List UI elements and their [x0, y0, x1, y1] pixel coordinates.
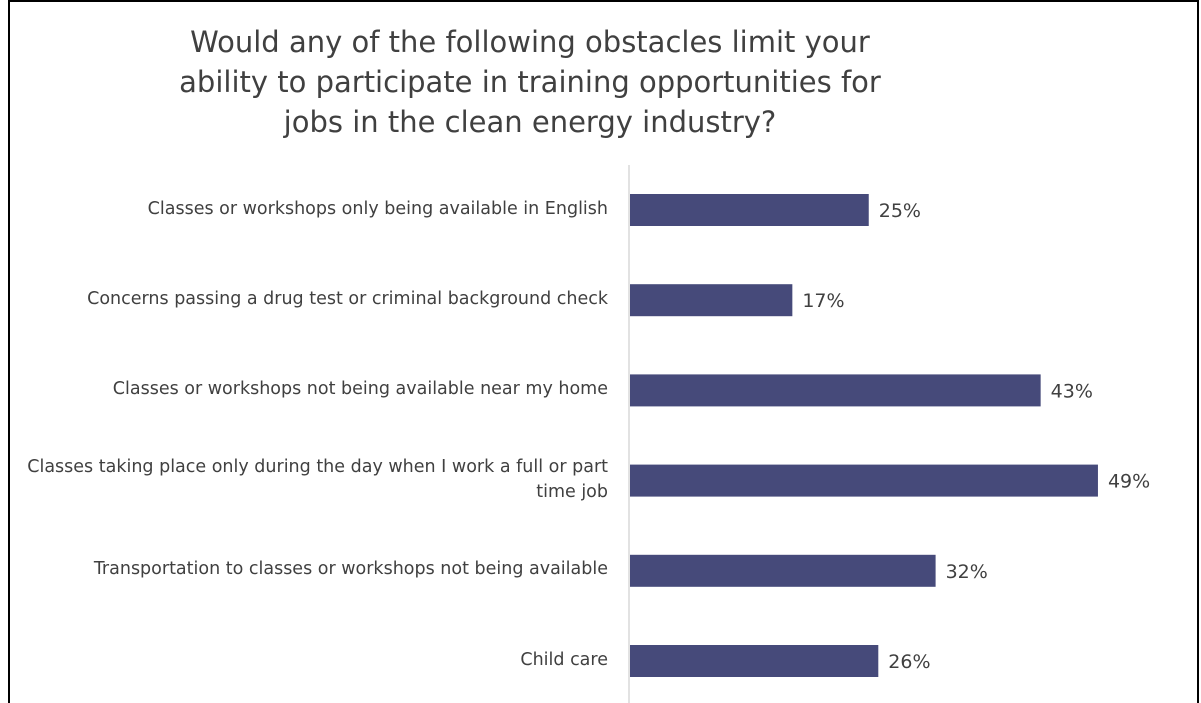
data-label: 17%	[802, 290, 844, 312]
bar	[630, 645, 879, 677]
bar	[630, 284, 793, 317]
category-label: Child care	[520, 649, 608, 670]
category-label: Classes or workshops only being availabl…	[147, 198, 608, 219]
data-label: 49%	[1108, 471, 1150, 493]
data-label: 26%	[888, 651, 930, 673]
chart-title: Would any of the following obstacles lim…	[179, 25, 881, 139]
data-label: 32%	[946, 561, 988, 583]
data-label: 25%	[879, 200, 921, 222]
bar	[630, 554, 936, 587]
category-label: Transportation to classes or workshops n…	[93, 559, 608, 580]
plot-area: 25% 17% 43% 49% 32% 26%	[628, 165, 1150, 703]
category-label: Classes or workshops not being available…	[112, 378, 608, 399]
bar	[630, 194, 869, 226]
category-label: Classes taking place only during the day…	[27, 456, 608, 502]
bar	[630, 374, 1041, 407]
data-label: 43%	[1051, 380, 1093, 402]
bar	[630, 464, 1098, 497]
category-label: Concerns passing a drug test or criminal…	[87, 288, 608, 309]
